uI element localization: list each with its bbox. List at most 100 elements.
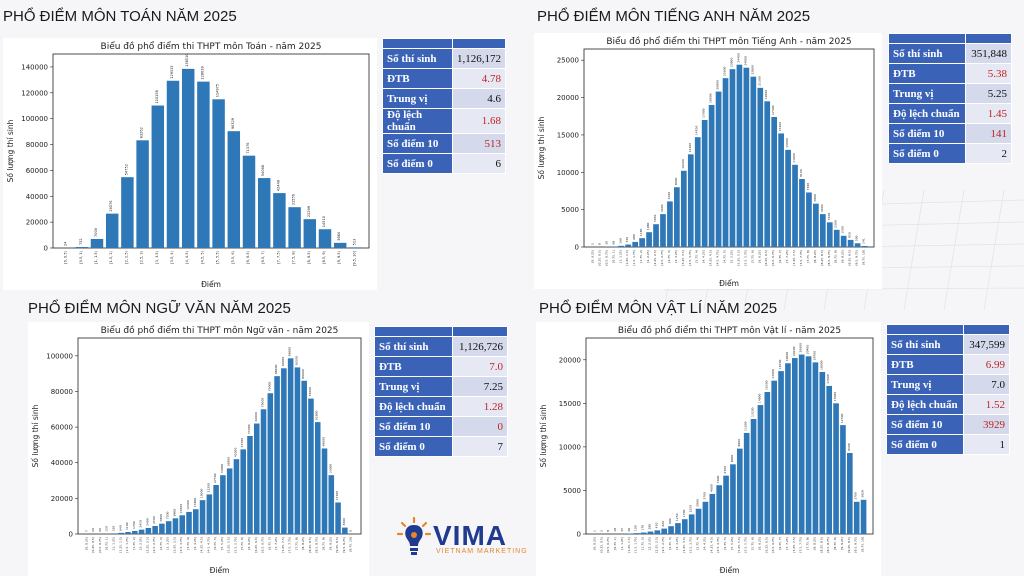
bar-value-label: 7200 xyxy=(166,511,170,519)
bar-value-label: 21300 xyxy=(757,76,761,86)
y-tick-label: 40000 xyxy=(26,193,48,201)
bar xyxy=(846,452,853,534)
bar-value-label: 54068 xyxy=(261,165,265,176)
x-tick-label: [8.25, 8.5) xyxy=(819,537,823,553)
bar-value-label: 30 xyxy=(604,241,608,245)
x-axis-label: Điểm xyxy=(719,279,739,288)
x-tick-label: [1.25, 1.5) xyxy=(118,537,122,553)
stats-row: Độ lệch chuẩn 1.68 xyxy=(382,108,506,134)
stats-value: 4.6 xyxy=(452,88,506,109)
bar xyxy=(288,207,301,248)
stats-label: Độ lệch chuẩn xyxy=(887,103,967,124)
x-axis-label: Điểm xyxy=(201,280,221,289)
x-tick-label: [7.25, 7.5) xyxy=(281,537,285,553)
stats-value: 1.45 xyxy=(965,103,1012,124)
chart-title: Biểu đồ phổ điểm thi THPT môn Vật lí - n… xyxy=(618,325,841,336)
bar xyxy=(281,368,287,534)
bar-value-label: 13900 xyxy=(193,498,197,508)
bar xyxy=(799,179,805,247)
y-tick-label: 120000 xyxy=(21,89,48,97)
x-tick-label: [0.25, 0.5) xyxy=(599,537,603,553)
stats-header-row xyxy=(887,33,1012,44)
bar xyxy=(757,405,764,534)
x-tick-label: [3.5, 3.75) xyxy=(179,537,183,553)
bar-value-label: 18 xyxy=(613,528,617,532)
x-tick-label: [0.5, 0.75) xyxy=(98,537,102,553)
x-tick-label: [0.5, 1) xyxy=(79,250,83,263)
stats-label: Số điểm 10 xyxy=(373,416,454,437)
x-tick-label: [2.25, 2.5) xyxy=(654,537,658,553)
bar-value-label: 23800 xyxy=(729,58,733,68)
bar xyxy=(687,154,694,247)
x-tick-label: [8, 8.5) xyxy=(307,250,311,263)
bar xyxy=(661,528,668,534)
bar-value-label: 19500 xyxy=(764,90,768,100)
x-tick-label: [8.5, 9) xyxy=(322,250,326,263)
x-tick-label: [5, 5.25) xyxy=(729,250,733,263)
bar xyxy=(105,213,119,248)
y-axis-label: Số lượng thí sinh xyxy=(539,404,548,467)
bar-value-label: 280 xyxy=(647,524,651,530)
bar-value-label: 22600 xyxy=(723,67,727,77)
bar-value-label: 22299 xyxy=(307,206,311,217)
bar-value-label: 2300 xyxy=(834,220,838,228)
bar-value-label: 3700 xyxy=(854,492,858,500)
stats-value: 6.99 xyxy=(963,354,1010,375)
x-tick-label: [4.75, 5) xyxy=(213,537,217,550)
y-tick-label: 60000 xyxy=(51,424,73,432)
y-tick-label: 80000 xyxy=(51,388,73,396)
chart-physics: Biểu đồ phổ điểm thi THPT môn Vật lí - n… xyxy=(536,322,881,576)
bar xyxy=(771,116,778,247)
bar xyxy=(90,238,104,248)
x-tick-label: [0, 0.25) xyxy=(592,537,596,550)
bar-value-label: 90329 xyxy=(231,118,235,129)
bar xyxy=(639,238,645,247)
x-tick-label: [5, 5.25) xyxy=(220,537,224,550)
brand-name: VIMA xyxy=(433,520,507,551)
bar-value-label: 9800 xyxy=(737,439,741,447)
bar xyxy=(660,214,666,247)
bar xyxy=(674,187,680,247)
x-tick-label: [8.5, 8.75) xyxy=(315,537,319,553)
stats-header-cell xyxy=(885,324,965,335)
bar-value-label: 1100 xyxy=(125,522,129,530)
x-tick-label: [4.5, 4.75) xyxy=(206,537,210,553)
bar xyxy=(303,219,317,248)
x-tick-label: [2.25, 2.5) xyxy=(653,250,657,266)
stats-label: Số điểm 10 xyxy=(887,123,967,144)
bar xyxy=(785,149,791,247)
chart-physics-svg: Biểu đồ phổ điểm thi THPT môn Vật lí - n… xyxy=(539,325,874,575)
bar xyxy=(647,531,654,534)
x-tick-label: [3, 3.25) xyxy=(166,537,170,550)
stats-row: Số điểm 10 141 xyxy=(887,123,1012,144)
bar-value-label: 88600 xyxy=(274,364,278,374)
bar xyxy=(193,509,199,534)
y-tick-label: 5000 xyxy=(561,206,579,214)
x-tick-label: [4.5, 4.75) xyxy=(716,250,720,266)
y-tick-label: 0 xyxy=(575,244,579,252)
bar xyxy=(273,193,286,248)
bar-value-label: 33000 xyxy=(328,464,332,474)
stats-header-cell xyxy=(452,38,506,49)
bar-value-label: 5800 xyxy=(813,194,817,202)
x-tick-label: [9.75, 10] xyxy=(862,250,866,265)
plot-frame xyxy=(77,337,362,535)
bar-value-label: 12400 xyxy=(688,143,692,153)
bar-value-label: 54752 xyxy=(124,164,128,175)
y-tick-label: 20000 xyxy=(26,219,48,227)
bar-value-label: 15000 xyxy=(833,392,837,402)
x-tick-label: [9, 9.5) xyxy=(337,250,341,263)
bar-value-label: 35 xyxy=(620,528,624,532)
x-tick-label: [3, 3.5) xyxy=(155,250,159,263)
bar-value-label: 17700 xyxy=(335,491,339,501)
stats-row: ĐTB 7.0 xyxy=(373,356,508,377)
x-tick-label: [5.25, 5.5) xyxy=(737,537,741,553)
stats-label: Độ lệch chuẩn xyxy=(885,394,965,415)
x-tick-label: [1.5, 1.75) xyxy=(634,537,638,553)
bar-value-label: 18600 xyxy=(819,360,823,370)
bar-value-label: 12400 xyxy=(186,500,190,510)
x-tick-label: [9.5, 9.75) xyxy=(855,250,859,266)
x-tick-label: [3.25, 3.5) xyxy=(172,537,176,553)
x-tick-label: [3.25, 3.5) xyxy=(682,537,686,553)
